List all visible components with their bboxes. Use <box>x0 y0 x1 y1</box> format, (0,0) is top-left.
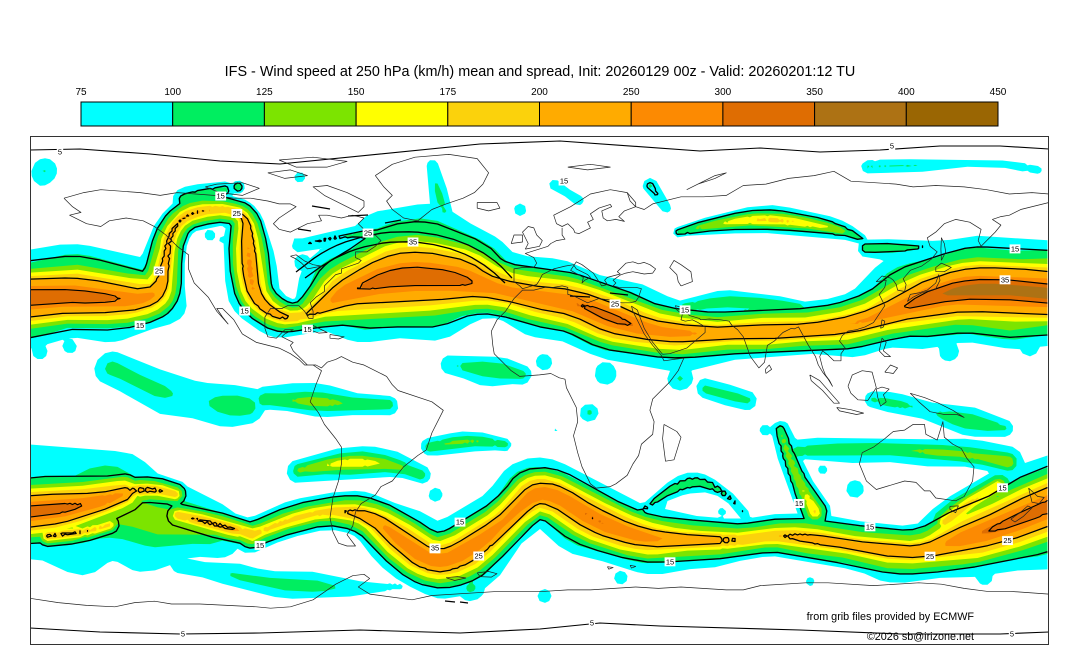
svg-text:15: 15 <box>666 557 674 566</box>
svg-text:5: 5 <box>590 619 594 628</box>
svg-text:©2026 sb@irizone.net: ©2026 sb@irizone.net <box>867 631 974 643</box>
svg-text:15: 15 <box>795 499 803 508</box>
svg-text:5: 5 <box>58 148 62 157</box>
svg-text:from grib files provided by EC: from grib files provided by ECMWF <box>807 611 975 623</box>
svg-text:35: 35 <box>409 238 417 247</box>
svg-text:350: 350 <box>806 87 823 98</box>
svg-text:25: 25 <box>364 229 372 238</box>
svg-text:5: 5 <box>181 630 185 639</box>
svg-text:IFS - Wind speed at 250 hPa (k: IFS - Wind speed at 250 hPa (km/h) mean … <box>225 64 856 80</box>
svg-text:15: 15 <box>681 306 689 315</box>
svg-text:15: 15 <box>456 518 464 527</box>
svg-text:75: 75 <box>75 87 87 98</box>
svg-text:25: 25 <box>611 300 619 309</box>
svg-text:15: 15 <box>303 325 311 334</box>
svg-text:5: 5 <box>890 142 894 151</box>
svg-text:15: 15 <box>136 321 144 330</box>
svg-text:15: 15 <box>560 177 568 186</box>
svg-text:450: 450 <box>990 87 1007 98</box>
svg-text:15: 15 <box>1011 245 1019 254</box>
svg-text:100: 100 <box>164 87 181 98</box>
svg-text:5: 5 <box>1010 630 1014 639</box>
svg-text:15: 15 <box>256 541 264 550</box>
svg-text:25: 25 <box>1003 536 1011 545</box>
svg-text:200: 200 <box>531 87 548 98</box>
svg-text:250: 250 <box>623 87 640 98</box>
svg-text:25: 25 <box>475 552 483 561</box>
svg-text:25: 25 <box>926 552 934 561</box>
svg-text:15: 15 <box>866 522 874 531</box>
svg-text:25: 25 <box>155 267 163 276</box>
svg-text:35: 35 <box>1001 275 1009 284</box>
svg-text:150: 150 <box>348 87 365 98</box>
svg-text:15: 15 <box>998 483 1006 492</box>
svg-text:15: 15 <box>217 192 225 201</box>
svg-text:400: 400 <box>898 87 915 98</box>
svg-text:25: 25 <box>233 209 241 218</box>
svg-text:175: 175 <box>439 87 456 98</box>
svg-text:15: 15 <box>240 307 248 316</box>
svg-text:300: 300 <box>715 87 732 98</box>
svg-text:35: 35 <box>431 544 439 553</box>
svg-text:125: 125 <box>256 87 273 98</box>
